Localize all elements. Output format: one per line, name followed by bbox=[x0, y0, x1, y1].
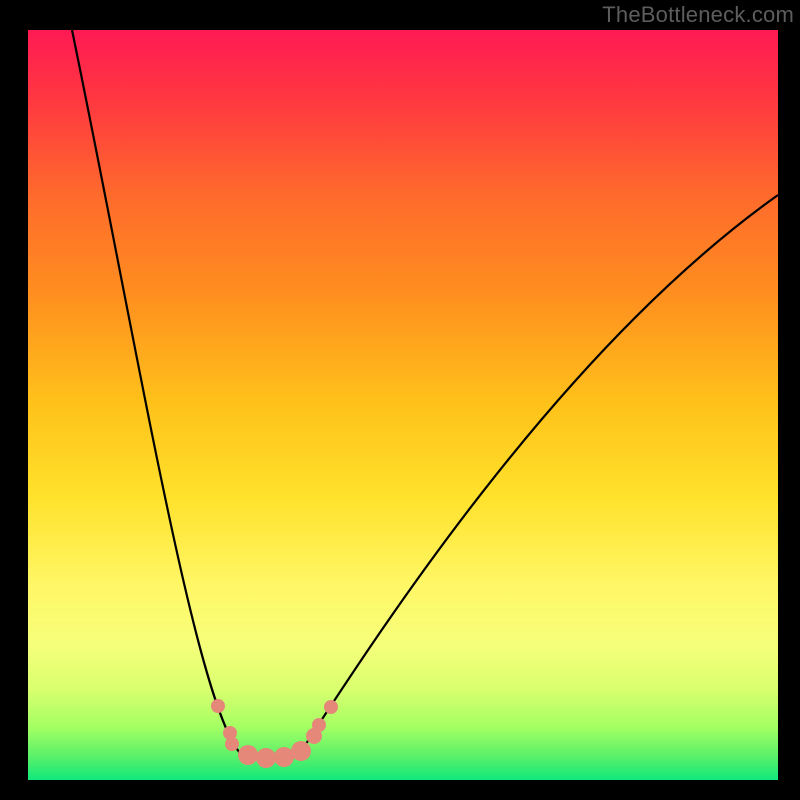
curve-marker bbox=[225, 737, 239, 751]
curve-marker bbox=[291, 741, 311, 761]
curve-marker bbox=[211, 699, 225, 713]
stage: TheBottleneck.com bbox=[0, 0, 800, 800]
plot-area bbox=[28, 30, 778, 780]
curve-marker bbox=[274, 747, 294, 767]
curve-marker bbox=[324, 700, 338, 714]
curve-marker bbox=[238, 745, 258, 765]
watermark-text: TheBottleneck.com bbox=[602, 2, 794, 28]
curve-marker bbox=[256, 748, 276, 768]
chart-svg bbox=[0, 0, 800, 800]
curve-marker bbox=[312, 718, 326, 732]
